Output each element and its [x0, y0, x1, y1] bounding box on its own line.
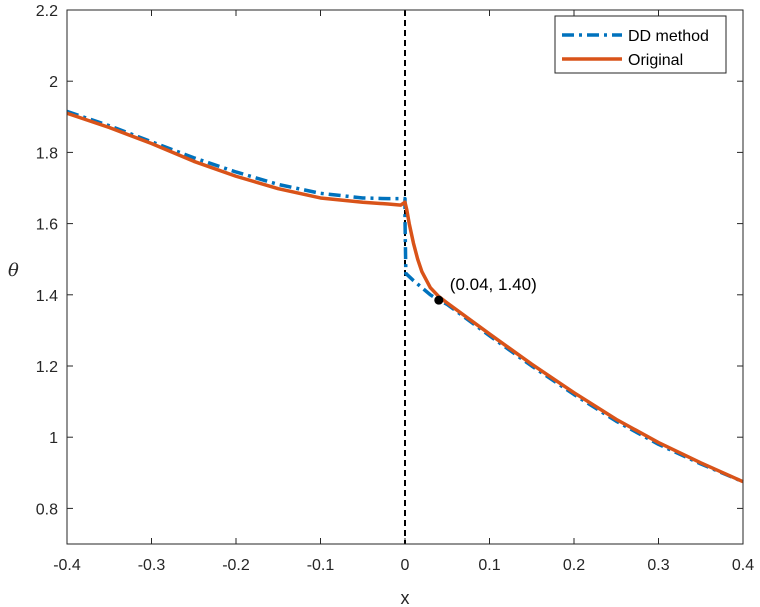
- x-tick-label: 0.4: [732, 557, 754, 574]
- legend[interactable]: DD method Original: [554, 15, 727, 74]
- x-axis-label: x: [401, 588, 410, 607]
- legend-box: [554, 15, 727, 74]
- legend-label-dd-method: DD method: [628, 28, 709, 45]
- y-tick-label: 1.6: [36, 217, 58, 234]
- x-tick-label: -0.1: [307, 557, 335, 574]
- y-tick-label: 2: [49, 74, 58, 91]
- x-axis-ticks: -0.4 -0.3 -0.2 -0.1 0 0.1 0.2 0.3 0.4: [53, 10, 754, 574]
- y-tick-label: 1.8: [36, 145, 58, 162]
- x-tick-label: 0.1: [478, 557, 500, 574]
- x-tick-label: 0.3: [647, 557, 669, 574]
- legend-label-original: Original: [628, 52, 683, 69]
- annotation-marker: [434, 295, 444, 305]
- y-tick-label: 1.4: [36, 288, 58, 305]
- series-line-original: [66, 111, 744, 484]
- y-tick-label: 1.2: [36, 359, 58, 376]
- annotation-label: (0.04, 1.40): [450, 275, 537, 294]
- x-tick-label: -0.4: [53, 557, 81, 574]
- y-axis-label: θ: [8, 260, 19, 281]
- x-tick-label: 0: [401, 557, 410, 574]
- x-tick-label: -0.2: [222, 557, 250, 574]
- y-tick-label: 0.8: [36, 501, 58, 518]
- y-tick-label: 1: [49, 430, 58, 447]
- y-axis-ticks: 0.8 1 1.2 1.4 1.6 1.8 2 2.2: [36, 3, 743, 518]
- y-tick-label: 2.2: [36, 3, 58, 20]
- series-layer: [66, 109, 744, 484]
- x-tick-label: 0.2: [563, 557, 585, 574]
- plot-frame: [66, 9, 744, 545]
- x-tick-label: -0.3: [138, 557, 166, 574]
